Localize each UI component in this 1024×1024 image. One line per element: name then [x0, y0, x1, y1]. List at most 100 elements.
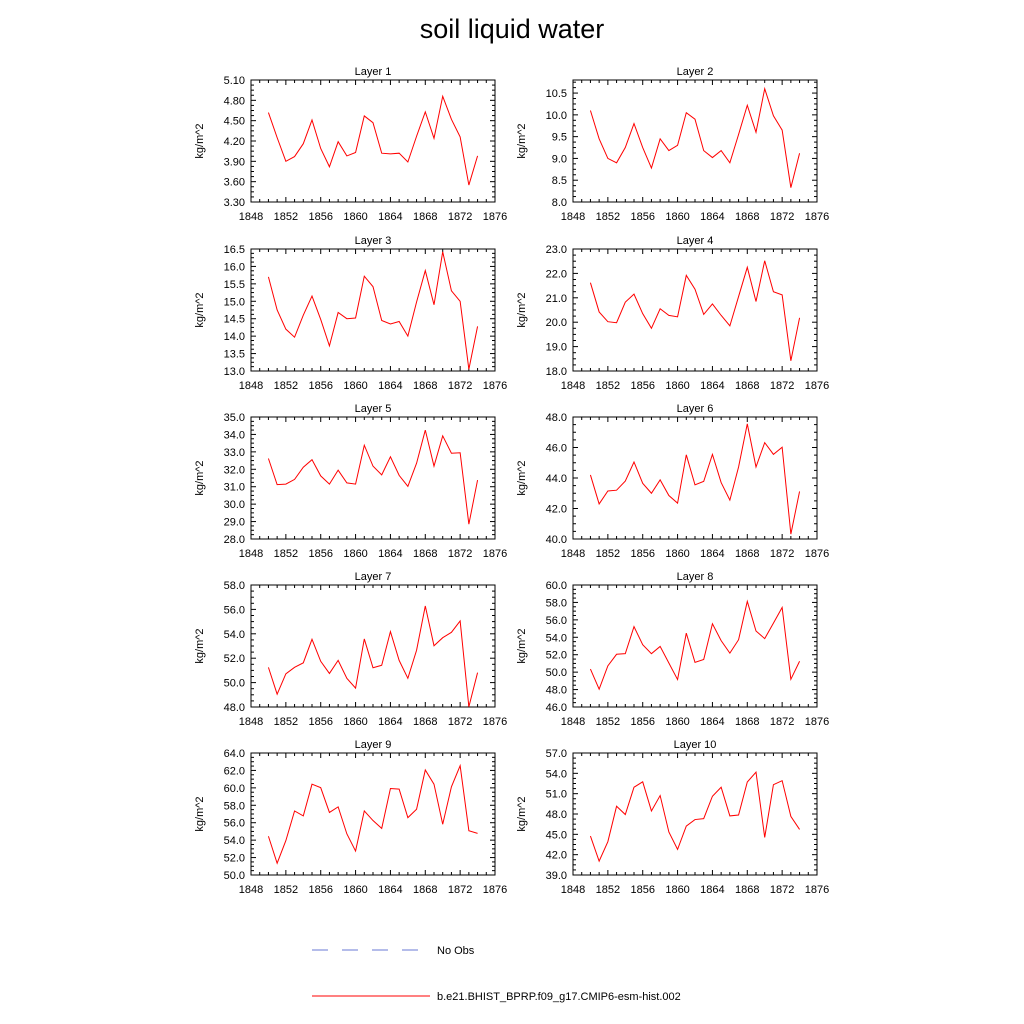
x-tick-label: 1876 — [483, 716, 507, 728]
y-axis-label: kg/m^2 — [516, 796, 528, 831]
panel-layer-6: Layer 6 kg/m^2 1848 1852 1856 1860 1864 1868 187… — [516, 403, 829, 560]
panel-title: Layer 2 — [677, 66, 714, 78]
y-tick-label: 3.90 — [224, 156, 245, 168]
series-line — [267, 763, 478, 865]
x-tick-label: 1872 — [770, 716, 794, 728]
y-tick-label: 42.0 — [546, 504, 567, 516]
x-tick-label: 1848 — [239, 716, 263, 728]
y-tick-label: 39.0 — [546, 870, 567, 882]
panel-title: Layer 3 — [355, 235, 392, 247]
x-tick-label: 1876 — [483, 380, 507, 392]
x-tick-label: 1864 — [700, 548, 724, 560]
y-tick-label: 50.0 — [546, 667, 567, 679]
y-axis-label: kg/m^2 — [194, 292, 206, 327]
x-tick-label: 1848 — [561, 884, 585, 896]
x-tick-label: 1876 — [483, 211, 507, 223]
y-tick-label: 62.0 — [224, 765, 245, 777]
series-line — [267, 94, 479, 186]
x-tick-label: 1868 — [413, 716, 437, 728]
x-tick-label: 1860 — [665, 884, 689, 896]
x-tick-label: 1864 — [700, 716, 724, 728]
panel-title: Layer 1 — [355, 66, 392, 78]
x-tick-label: 1876 — [805, 548, 829, 560]
y-tick-label: 9.0 — [552, 153, 567, 165]
y-tick-label: 20.0 — [546, 317, 567, 329]
x-tick-label: 1856 — [308, 380, 332, 392]
figure-title: soil liquid water — [419, 14, 605, 44]
y-tick-label: 21.0 — [546, 293, 567, 305]
plot-frame — [572, 584, 818, 708]
y-tick-label: 56.0 — [546, 615, 567, 627]
y-tick-label: 10.0 — [546, 110, 567, 122]
y-axis-label: kg/m^2 — [516, 292, 528, 327]
x-tick-label: 1848 — [239, 884, 263, 896]
x-tick-label: 1848 — [239, 548, 263, 560]
series-line — [589, 86, 801, 188]
y-tick-label: 57.0 — [546, 748, 567, 760]
legend-label-no-obs: No Obs — [437, 945, 475, 957]
x-tick-label: 1860 — [665, 548, 689, 560]
y-tick-label: 32.0 — [224, 464, 245, 476]
series-line — [267, 605, 479, 707]
y-tick-label: 52.0 — [546, 650, 567, 662]
panel-title: Layer 7 — [355, 571, 392, 583]
plot-frame — [572, 248, 818, 372]
x-tick-label: 1868 — [413, 884, 437, 896]
y-tick-label: 22.0 — [546, 268, 567, 280]
y-tick-label: 18.0 — [546, 366, 567, 378]
y-tick-label: 14.0 — [224, 331, 245, 343]
panel-title: Layer 8 — [677, 571, 714, 583]
y-tick-label: 4.80 — [224, 95, 245, 107]
x-tick-label: 1848 — [239, 211, 263, 223]
x-tick-label: 1876 — [483, 548, 507, 560]
x-tick-label: 1856 — [630, 548, 654, 560]
x-tick-label: 1864 — [378, 884, 402, 896]
y-tick-label: 34.0 — [224, 429, 245, 441]
legend: No Obs b.e21.BHIST_BPRP.f09_g17.CMIP6-es… — [312, 945, 681, 1003]
y-tick-label: 13.5 — [224, 349, 245, 361]
panel-layer-3: Layer 3 kg/m^2 1848 1852 1856 1860 1864 1868 187… — [194, 235, 507, 392]
x-tick-label: 1868 — [735, 548, 759, 560]
y-tick-label: 14.5 — [224, 314, 245, 326]
y-tick-label: 9.5 — [552, 132, 567, 144]
x-tick-label: 1852 — [274, 380, 298, 392]
panel-layer-9: Layer 9 kg/m^2 1848 1852 1856 1860 1864 1868 187… — [194, 739, 507, 896]
legend-label-model: b.e21.BHIST_BPRP.f09_g17.CMIP6-esm-hist.… — [437, 991, 681, 1003]
y-tick-label: 15.0 — [224, 296, 245, 308]
y-tick-label: 51.0 — [546, 789, 567, 801]
y-tick-label: 56.0 — [224, 604, 245, 616]
x-tick-label: 1876 — [805, 211, 829, 223]
y-tick-label: 29.0 — [224, 517, 245, 529]
plot-frame — [572, 416, 818, 540]
plot-frame — [572, 752, 818, 876]
x-tick-label: 1872 — [770, 211, 794, 223]
x-tick-label: 1860 — [343, 548, 367, 560]
x-tick-label: 1860 — [343, 380, 367, 392]
panel-title: Layer 10 — [674, 739, 717, 751]
x-tick-label: 1852 — [274, 548, 298, 560]
y-tick-label: 3.30 — [224, 197, 245, 209]
x-tick-label: 1872 — [448, 716, 472, 728]
y-tick-label: 48.0 — [546, 809, 567, 821]
x-tick-label: 1856 — [630, 380, 654, 392]
x-tick-label: 1864 — [700, 884, 724, 896]
y-tick-label: 60.0 — [224, 783, 245, 795]
x-tick-label: 1876 — [805, 884, 829, 896]
x-tick-label: 1848 — [239, 380, 263, 392]
y-tick-label: 16.5 — [224, 244, 245, 256]
plot-frame — [250, 584, 496, 708]
panel-title: Layer 6 — [677, 403, 714, 415]
x-tick-label: 1864 — [700, 380, 724, 392]
x-tick-label: 1872 — [770, 380, 794, 392]
plot-frame — [250, 79, 496, 203]
y-tick-label: 8.5 — [552, 175, 567, 187]
x-tick-label: 1876 — [483, 884, 507, 896]
x-tick-label: 1856 — [630, 211, 654, 223]
x-tick-label: 1864 — [378, 716, 402, 728]
y-tick-label: 52.0 — [224, 853, 245, 865]
y-tick-label: 54.0 — [224, 835, 245, 847]
y-tick-label: 33.0 — [224, 447, 245, 459]
x-tick-label: 1860 — [343, 884, 367, 896]
series-line — [267, 251, 479, 370]
y-tick-label: 60.0 — [546, 580, 567, 592]
